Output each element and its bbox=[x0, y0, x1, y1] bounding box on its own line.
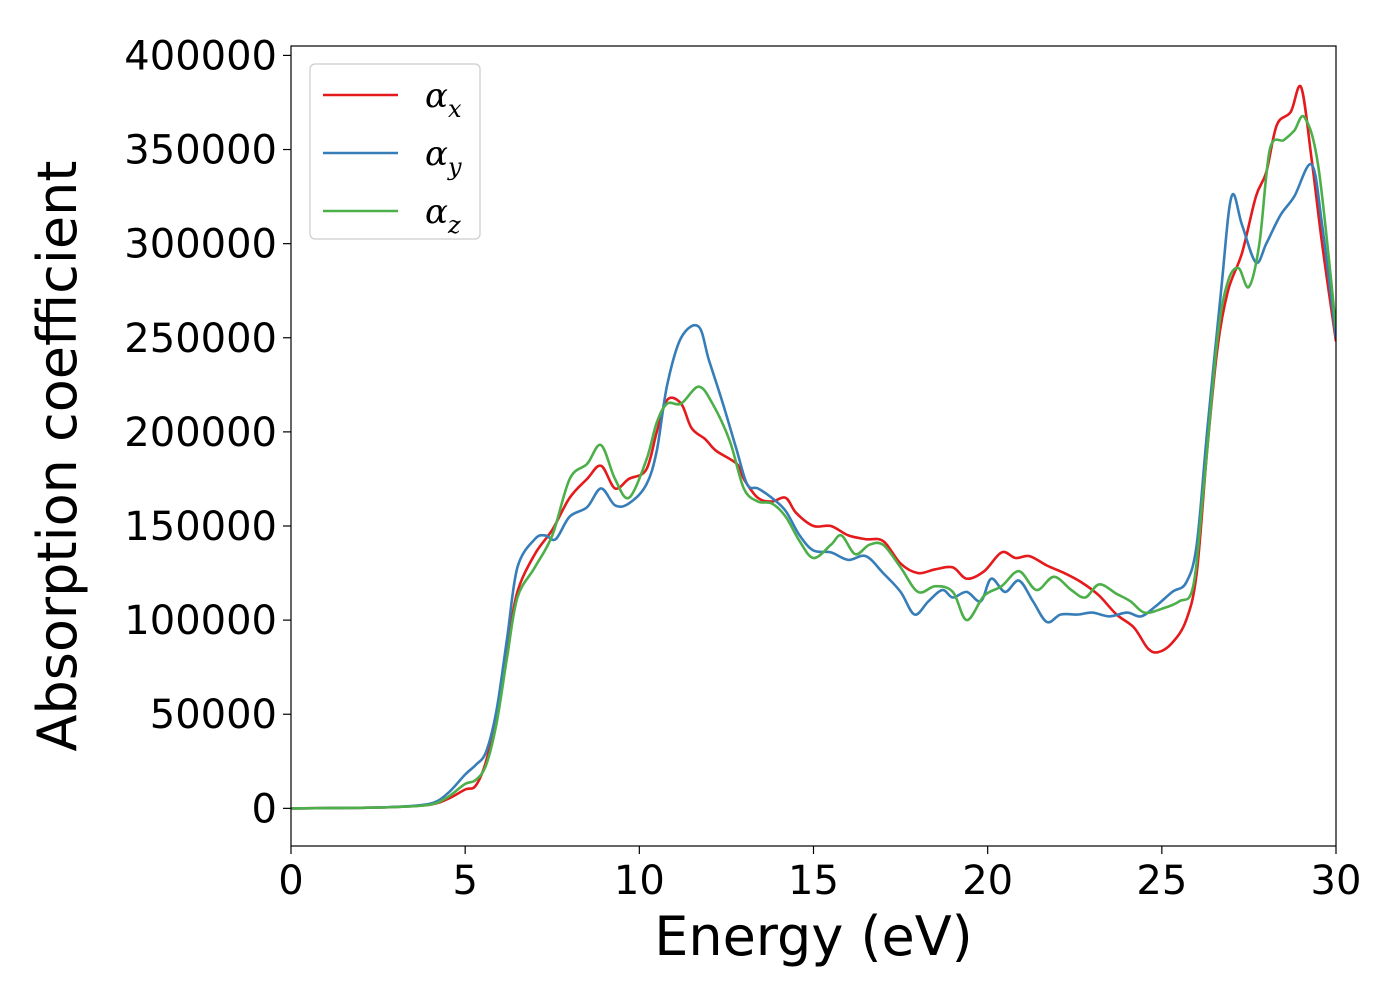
y-tick-label: 350000 bbox=[124, 128, 277, 174]
x-tick-label: 20 bbox=[962, 858, 1013, 904]
y-tick-label: 150000 bbox=[124, 504, 277, 550]
x-tick-label: 0 bbox=[278, 858, 303, 904]
y-tick-label: 100000 bbox=[124, 598, 277, 644]
x-tick-label: 15 bbox=[788, 858, 839, 904]
x-tick-label: 10 bbox=[614, 858, 665, 904]
y-axis: 0 50000 100000 150000 200000 250000 300000 3500… bbox=[124, 33, 291, 832]
legend: αx αy αz bbox=[309, 63, 481, 240]
y-tick-label: 50000 bbox=[150, 692, 277, 738]
series-lines bbox=[291, 84, 1336, 810]
y-tick-label: 300000 bbox=[124, 222, 277, 268]
series-line-z bbox=[291, 114, 1336, 810]
legend-entry-z: αz bbox=[425, 192, 461, 239]
x-tick-label: 30 bbox=[1311, 858, 1362, 904]
legend-entry-x: αx bbox=[425, 76, 462, 123]
legend-entry-y: αy bbox=[425, 134, 462, 181]
x-tick-label: 25 bbox=[1136, 858, 1187, 904]
y-axis-label: Absorption coefficient bbox=[26, 161, 89, 752]
x-axis-label: Energy (eV) bbox=[654, 905, 973, 968]
x-axis: 0 5 10 15 20 25 30 bbox=[278, 846, 1361, 904]
y-tick-label: 400000 bbox=[124, 33, 277, 79]
legend-box bbox=[309, 63, 481, 240]
y-tick-label: 200000 bbox=[124, 410, 277, 456]
x-tick-label: 5 bbox=[452, 858, 477, 904]
y-tick-label: 250000 bbox=[124, 316, 277, 362]
y-tick-label: 0 bbox=[252, 786, 277, 832]
